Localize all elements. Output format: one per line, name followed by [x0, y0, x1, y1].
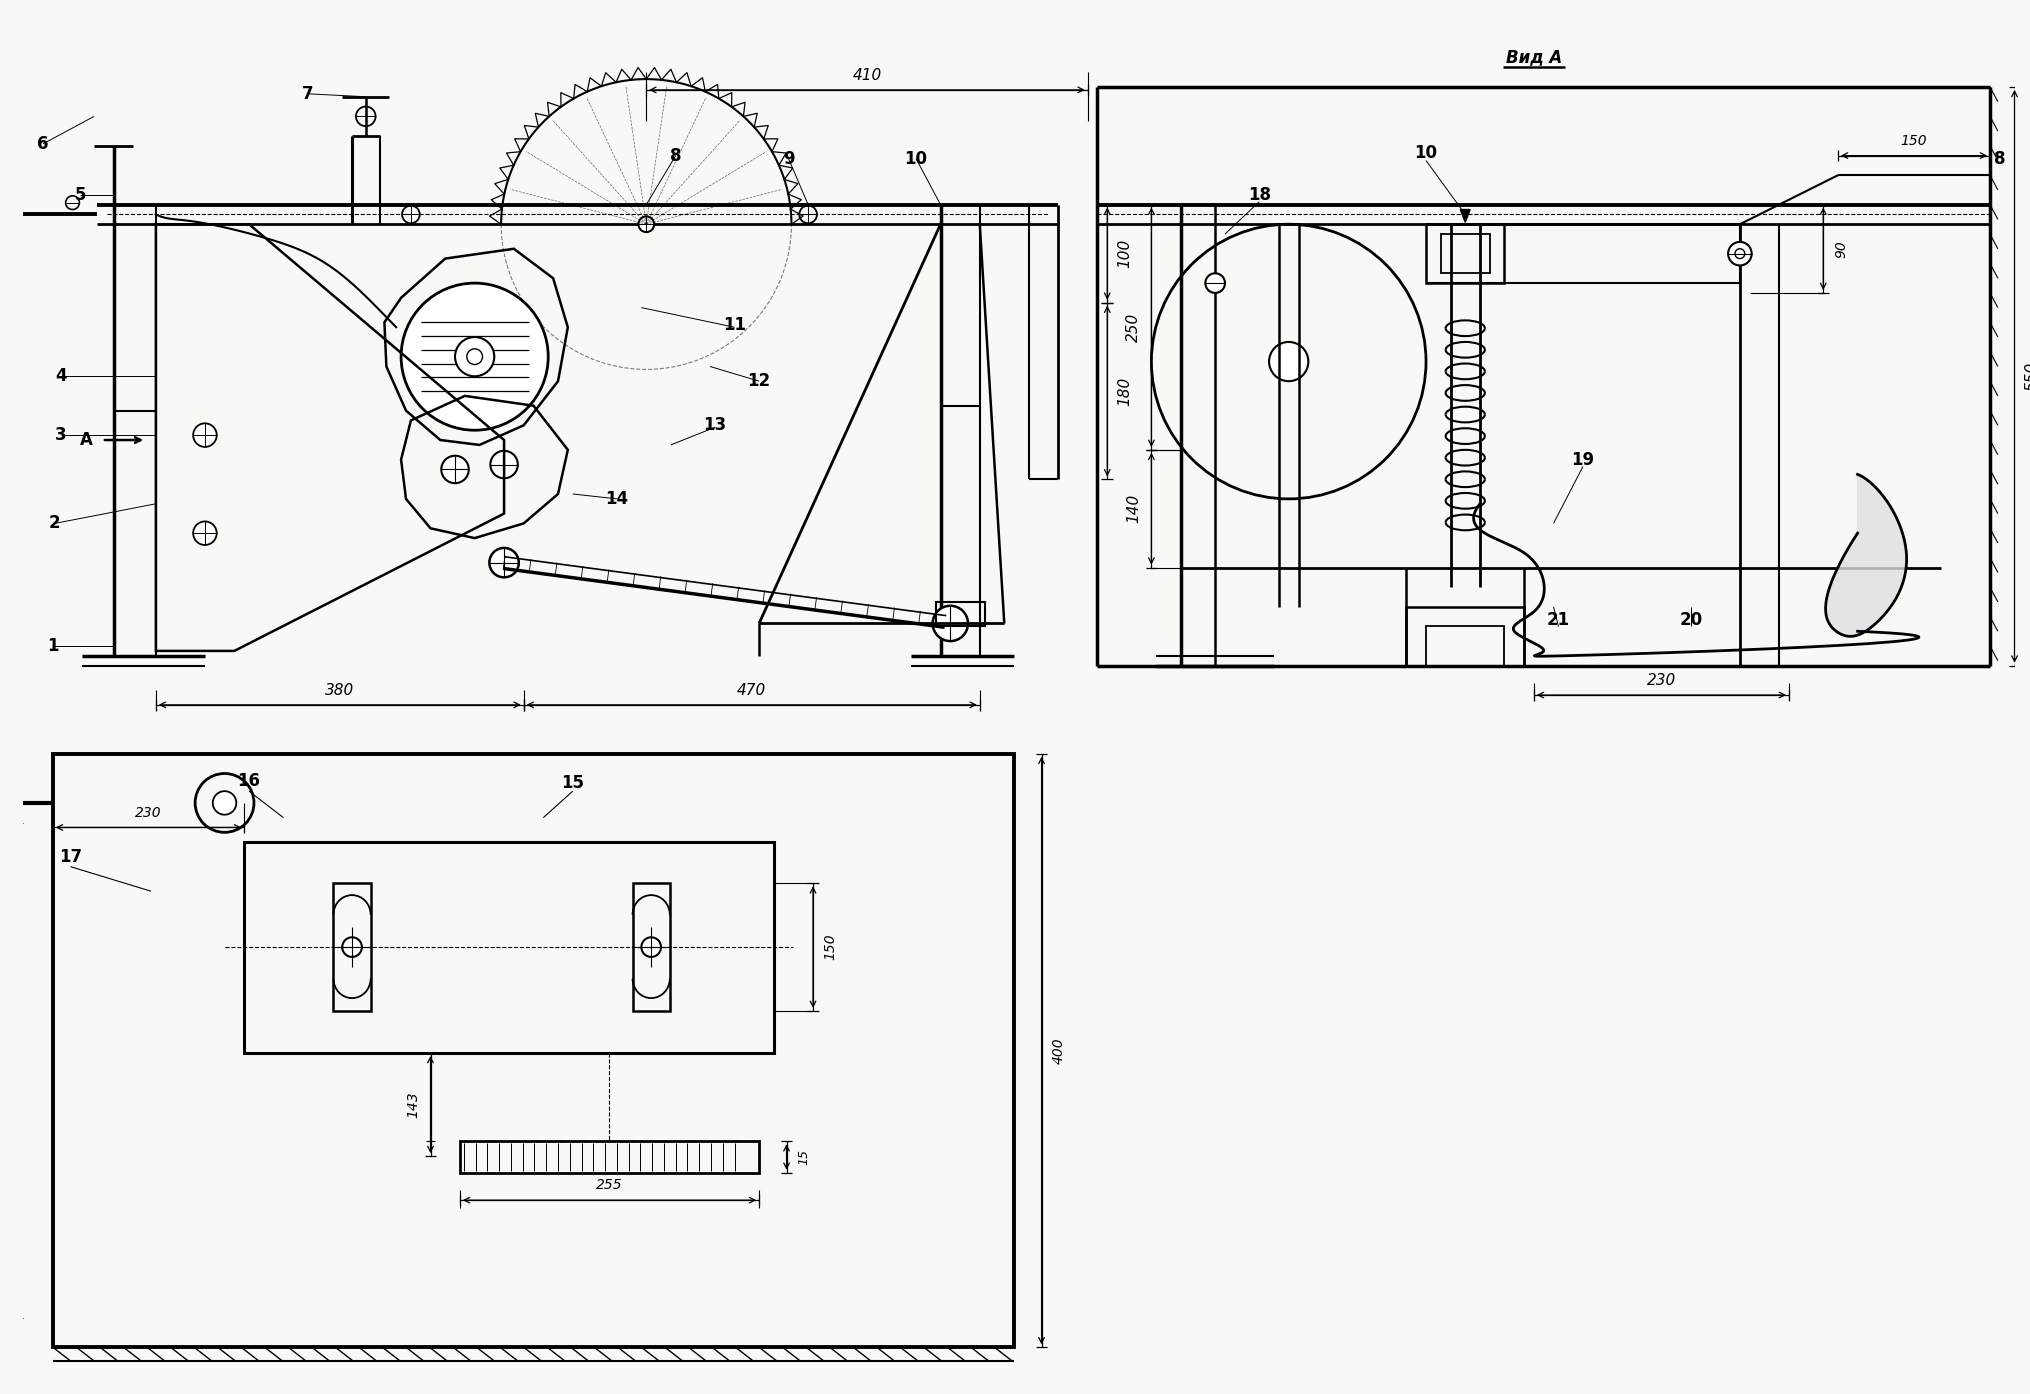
Text: Вид А: Вид А — [1504, 49, 1561, 67]
Text: 1: 1 — [47, 637, 59, 655]
Text: 470: 470 — [737, 683, 765, 697]
Bar — [459, 1142, 759, 1172]
Bar — [1425, 224, 1504, 283]
Circle shape — [213, 792, 235, 814]
Text: 9: 9 — [782, 149, 794, 167]
Bar — [333, 884, 371, 1011]
Circle shape — [489, 450, 518, 478]
Text: 140: 140 — [1127, 493, 1141, 523]
Text: 310: 310 — [0, 1057, 2, 1083]
Text: 11: 11 — [723, 316, 745, 335]
Text: 8: 8 — [1993, 149, 2004, 167]
Circle shape — [932, 606, 968, 641]
Text: 100: 100 — [1116, 238, 1133, 268]
Circle shape — [637, 216, 654, 231]
Text: 550: 550 — [2024, 361, 2030, 390]
Circle shape — [467, 348, 483, 364]
Text: 400: 400 — [1052, 1037, 1066, 1064]
Bar — [1439, 234, 1490, 273]
Text: 17: 17 — [59, 848, 81, 866]
Bar — [936, 602, 985, 626]
Text: 90: 90 — [1833, 240, 1847, 258]
Text: 6: 6 — [37, 135, 49, 153]
Text: 21: 21 — [1547, 611, 1569, 629]
Circle shape — [1728, 243, 1750, 265]
Circle shape — [1204, 273, 1224, 293]
Circle shape — [1734, 248, 1744, 258]
Text: 5: 5 — [75, 185, 85, 204]
Circle shape — [641, 937, 660, 956]
Bar — [631, 884, 670, 1011]
Text: 230: 230 — [136, 806, 162, 820]
Text: A: A — [79, 431, 93, 449]
Bar — [1405, 606, 1522, 665]
Circle shape — [1269, 342, 1307, 381]
Circle shape — [400, 283, 548, 431]
Text: 14: 14 — [605, 489, 627, 507]
Text: 15: 15 — [798, 1149, 810, 1165]
Text: 18: 18 — [1246, 185, 1271, 204]
Circle shape — [193, 521, 217, 545]
Bar — [244, 842, 773, 1052]
Text: 4: 4 — [55, 367, 67, 385]
Text: 250: 250 — [1127, 312, 1141, 342]
Circle shape — [193, 424, 217, 447]
Polygon shape — [1825, 474, 1906, 636]
Text: 410: 410 — [853, 68, 881, 82]
Text: 180: 180 — [1116, 376, 1133, 406]
Text: 15: 15 — [560, 774, 585, 792]
Text: 13: 13 — [702, 417, 727, 435]
Text: 8: 8 — [670, 146, 682, 164]
Text: 7: 7 — [302, 85, 313, 103]
Text: 12: 12 — [747, 372, 769, 390]
Text: 150: 150 — [1900, 134, 1926, 148]
Circle shape — [441, 456, 469, 484]
Text: 10: 10 — [1413, 144, 1437, 162]
Text: 16: 16 — [238, 772, 260, 790]
Text: 143: 143 — [406, 1092, 420, 1118]
Text: 2: 2 — [49, 514, 61, 533]
Circle shape — [489, 548, 518, 577]
Polygon shape — [1460, 209, 1470, 222]
Circle shape — [455, 337, 493, 376]
Text: 380: 380 — [325, 683, 355, 697]
Text: 230: 230 — [1646, 673, 1675, 687]
Text: 19: 19 — [1571, 450, 1594, 468]
Text: 3: 3 — [55, 427, 67, 445]
Text: 255: 255 — [597, 1178, 623, 1192]
Circle shape — [343, 937, 361, 956]
Text: 10: 10 — [903, 149, 928, 167]
Text: 150: 150 — [824, 934, 836, 960]
Text: 20: 20 — [1679, 611, 1701, 629]
Bar — [1425, 626, 1504, 665]
Bar — [53, 754, 1013, 1347]
